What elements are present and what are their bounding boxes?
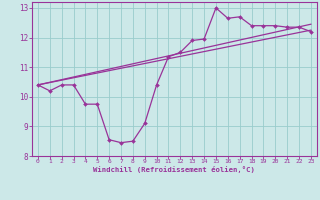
X-axis label: Windchill (Refroidissement éolien,°C): Windchill (Refroidissement éolien,°C): [93, 166, 255, 173]
